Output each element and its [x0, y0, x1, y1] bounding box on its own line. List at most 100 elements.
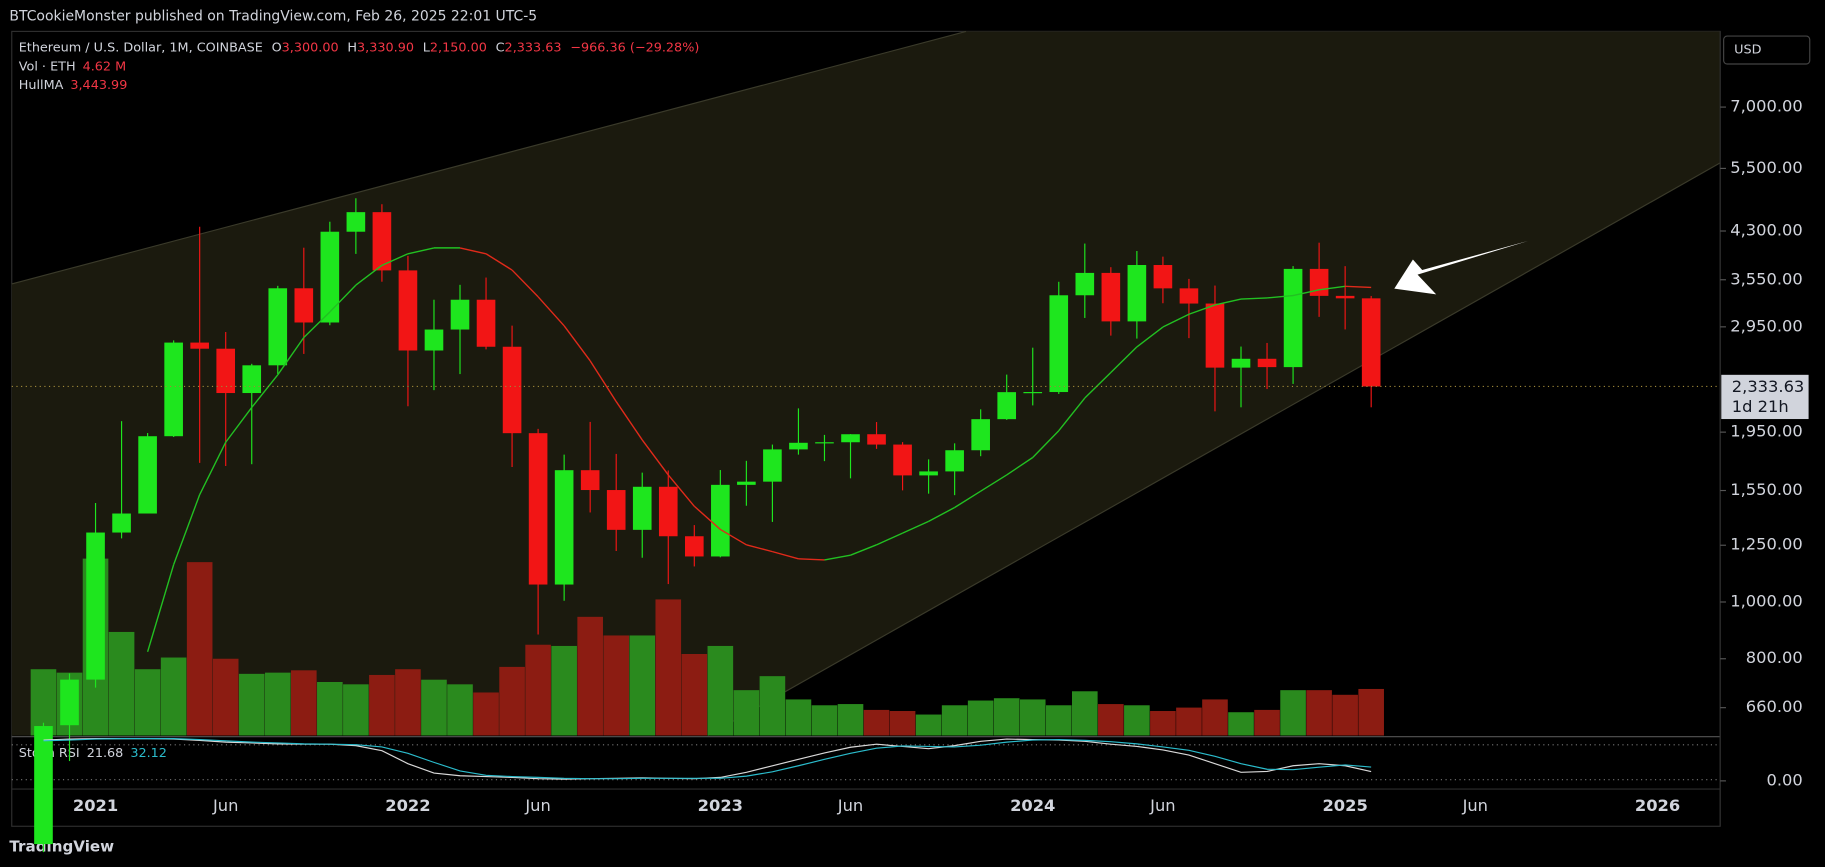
hullma-segment [850, 544, 877, 556]
volume-bar [395, 669, 421, 736]
hullma-segment [172, 494, 201, 565]
candle-body [528, 433, 548, 585]
y-tick-label: 660.00 [1746, 697, 1803, 716]
volume-bar [1124, 705, 1150, 736]
candle-body [1283, 268, 1303, 368]
volume-bar [317, 682, 343, 736]
hullma-segment [459, 247, 487, 255]
hullma-segment [798, 558, 825, 561]
hullma-segment [615, 401, 643, 441]
volume-bar [238, 673, 265, 736]
ohlc-key: H [347, 40, 357, 55]
volume-bar [837, 704, 864, 736]
volume-bar [186, 562, 213, 736]
candle-body [1205, 303, 1225, 368]
channel-fill [11, 31, 1721, 736]
hullma-segment [876, 532, 903, 546]
volume-bar [707, 645, 734, 736]
x-tick-label: Jun [212, 796, 238, 815]
candle-body [919, 471, 938, 476]
candle-body [841, 434, 860, 443]
y-tick-label: 4,300.00 [1730, 221, 1803, 240]
volume-legend: Vol · ETH 4.62 M [19, 59, 126, 74]
publisher: BTCookieMonster published on TradingView… [9, 8, 537, 24]
candle-body [242, 365, 262, 394]
volume-bar [447, 684, 473, 736]
candle-body [1127, 265, 1147, 322]
hullma-segment [1266, 294, 1294, 299]
candle-body [424, 329, 444, 351]
candle-body [502, 346, 522, 434]
x-tick-label: 2025 [1322, 796, 1367, 815]
hullma-segment [1345, 285, 1372, 289]
hullma-segment [1110, 346, 1138, 374]
volume-bar [811, 705, 838, 736]
y-tick-label: 800.00 [1746, 648, 1803, 667]
hullma-segment [146, 564, 175, 653]
candle-body [112, 513, 131, 533]
candle-body [346, 212, 366, 232]
candle-body [815, 442, 834, 444]
volume-bar [1098, 704, 1124, 736]
channel-lower [707, 162, 1721, 737]
ohlc-value: 2,150.00 [430, 40, 487, 55]
volume-bar [1306, 690, 1332, 736]
hullma-segment [824, 554, 851, 561]
currency: USD [1734, 43, 1761, 58]
volume-bar [863, 709, 890, 736]
channel-upper [11, 30, 967, 285]
candle-body [398, 270, 418, 351]
hullma-segment [693, 505, 721, 530]
hullma-segment [641, 439, 669, 476]
y-tick-label: 2,950.00 [1730, 316, 1803, 335]
candle-body [789, 442, 808, 450]
hullma-segment [407, 247, 435, 255]
ohlc-key: L [423, 40, 431, 55]
hullma-segment [954, 490, 982, 509]
x-tick-label: Jun [524, 796, 550, 815]
volume-bar [1202, 699, 1228, 736]
volume-bar [915, 714, 942, 736]
volume-bar [629, 635, 656, 736]
y-tick-label: 1,550.00 [1730, 480, 1803, 499]
candle-body [372, 212, 392, 271]
candle-body [138, 436, 157, 514]
candle-body [476, 299, 496, 347]
hullma-segment [667, 474, 695, 507]
volume-bar [473, 692, 499, 736]
volume-bar [343, 684, 369, 736]
x-tick-label: 2023 [698, 796, 743, 815]
volume-bar [108, 631, 135, 736]
hullma-segment [1058, 397, 1086, 432]
volume-bar [1332, 694, 1358, 736]
candle-body [658, 486, 678, 537]
ohlc-value: 3,330.90 [357, 40, 414, 55]
volume-bar [967, 700, 994, 736]
candle-body [711, 484, 730, 557]
candle-body [1101, 272, 1121, 322]
hullma-segment [1084, 372, 1112, 399]
y-tick-label: 1,950.00 [1730, 422, 1803, 441]
volume-bar [603, 635, 630, 736]
hullma-segment [719, 528, 747, 546]
candle-body [294, 288, 314, 323]
volume-bar [160, 657, 187, 736]
candle-body [1153, 265, 1173, 289]
hullma-segment [563, 325, 591, 362]
hullma-segment [1188, 304, 1216, 315]
candle-body [216, 348, 236, 394]
hullma-segment [928, 506, 955, 522]
x-tick-label: 2026 [1635, 796, 1680, 815]
hullma-segment [199, 441, 227, 495]
candle-body [971, 419, 990, 451]
y-tick-label: 5,500.00 [1730, 158, 1803, 177]
hullma-segment [355, 264, 383, 286]
candle-body [1023, 392, 1043, 394]
candle-body [450, 299, 470, 330]
candle-body [945, 450, 964, 472]
hullma-segment [1319, 285, 1346, 291]
x-tick-label: 2021 [73, 796, 118, 815]
ohlc-key: C [496, 40, 505, 55]
hullma-segment [329, 284, 357, 313]
x-tick-label: Jun [1462, 796, 1488, 815]
